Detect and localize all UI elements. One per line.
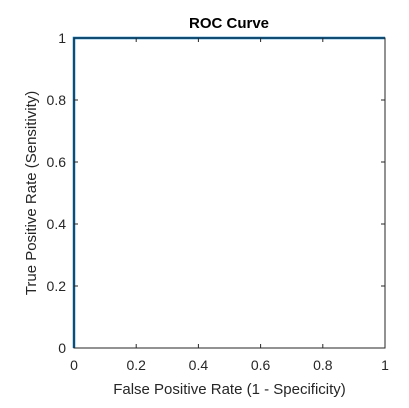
y-tick-label: 1 <box>58 30 66 46</box>
y-tick-label: 0.2 <box>47 278 67 294</box>
y-tick-label: 0.4 <box>47 216 67 232</box>
x-axis-label: False Positive Rate (1 - Specificity) <box>113 381 346 398</box>
y-axis-ticks: 0 0.2 0.4 0.6 0.8 1 <box>47 30 385 356</box>
x-tick-label: 0.8 <box>313 357 333 373</box>
plot-area <box>74 38 385 348</box>
plot-frame <box>73 37 386 349</box>
x-tick-label: 0.6 <box>251 357 271 373</box>
x-tick-label: 1 <box>381 357 389 373</box>
y-tick-label: 0.6 <box>47 154 67 170</box>
x-tick-label: 0.4 <box>189 357 209 373</box>
x-tick-label: 0 <box>70 357 78 373</box>
y-tick-label: 0.8 <box>47 92 67 108</box>
y-axis-label: True Positive Rate (Sensitivity) <box>23 91 40 296</box>
x-axis-ticks: 0 0.2 0.4 0.6 0.8 1 <box>70 38 389 373</box>
chart-title: ROC Curve <box>189 15 269 32</box>
x-tick-label: 0.2 <box>126 357 146 373</box>
y-tick-label: 0 <box>58 340 66 356</box>
